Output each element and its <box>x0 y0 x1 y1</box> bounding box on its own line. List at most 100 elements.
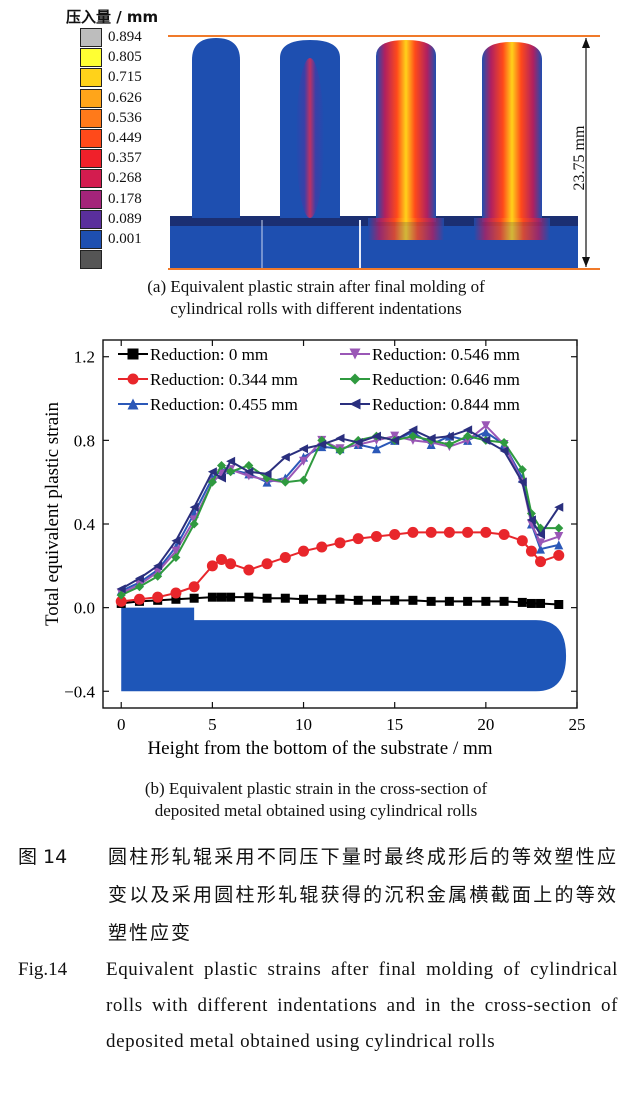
data-point <box>316 541 328 553</box>
data-point <box>349 398 361 410</box>
panel-b-caption-line2: deposited metal obtained using cylindric… <box>154 801 478 820</box>
chart-legend: Reduction: 0 mm Reduction: 0.344 mm Reduct… <box>118 345 520 414</box>
data-point <box>349 348 361 360</box>
figure-caption-chinese: 图 14 圆柱形轧辊采用不同压下量时最终成形后的等效塑性应变以及采用圆柱形轧辊获… <box>18 838 618 952</box>
colorbar-swatch <box>80 48 102 68</box>
x-tick-label: 0 <box>117 715 126 734</box>
data-point <box>517 465 527 475</box>
data-point <box>444 596 454 606</box>
data-point <box>536 598 546 608</box>
y-tick-label: 0.4 <box>74 515 96 534</box>
colorbar-swatch <box>80 209 102 229</box>
colorbar-label: 0.089 <box>108 210 142 227</box>
colorbar-swatch <box>80 189 102 209</box>
data-point <box>536 544 546 554</box>
data-point <box>217 473 226 483</box>
colorbar-label: 0.357 <box>108 150 142 167</box>
data-point <box>408 595 418 605</box>
data-point <box>317 594 327 604</box>
data-point <box>152 591 164 603</box>
data-point <box>206 560 218 572</box>
x-tick-label: 10 <box>295 715 312 734</box>
cross-section-silhouette <box>121 607 567 692</box>
data-point <box>370 531 382 543</box>
data-point <box>262 469 272 479</box>
data-point <box>407 526 419 538</box>
panel-a-caption-line2: cylindrical rolls with different indenta… <box>170 299 462 318</box>
x-tick-label: 20 <box>477 715 494 734</box>
x-tick-label: 25 <box>569 715 586 734</box>
data-point <box>279 551 291 563</box>
colorbar-title: 压入量 / mm <box>66 8 159 26</box>
colorbar-label: 0.894 <box>108 29 142 45</box>
data-point <box>189 502 199 512</box>
figure-caption-cn-text: 圆柱形轧辊采用不同压下量时最终成形后的等效塑性应变以及采用圆柱形轧辊获得的沉积金… <box>108 846 618 944</box>
data-point <box>536 538 546 548</box>
data-point <box>481 421 491 431</box>
data-point <box>226 467 236 477</box>
data-point <box>463 596 473 606</box>
data-point <box>133 593 145 605</box>
data-point <box>463 425 473 435</box>
colorbar-label: 0.268 <box>108 170 142 187</box>
colorbar-label: 0.715 <box>108 69 142 86</box>
panel-b-caption: (b) Equivalent plastic strain in the cro… <box>0 778 632 822</box>
data-point <box>463 431 473 441</box>
data-point <box>425 526 437 538</box>
y-tick-label: 0.0 <box>74 599 95 618</box>
data-point <box>134 573 144 583</box>
data-point <box>280 452 290 462</box>
dimension-label: 23.75 mm <box>571 125 588 191</box>
legend-label: Reduction: 0.844 mm <box>372 395 520 414</box>
data-point <box>444 431 454 441</box>
colorbar-swatch <box>80 108 102 128</box>
series-line <box>120 430 559 592</box>
data-point <box>389 528 401 540</box>
data-point <box>280 593 290 603</box>
data-point <box>390 435 400 445</box>
data-point <box>349 373 361 385</box>
data-point <box>480 526 492 538</box>
y-tick-label: 0.8 <box>74 431 95 450</box>
data-point <box>171 552 181 562</box>
colorbar-label: 0.449 <box>108 130 142 146</box>
data-point <box>299 475 309 485</box>
series-line <box>120 435 559 596</box>
data-point <box>499 446 509 456</box>
data-point <box>371 595 381 605</box>
data-point <box>317 435 327 445</box>
data-point <box>116 590 126 600</box>
data-point <box>153 561 163 571</box>
data-point <box>335 446 345 456</box>
data-point <box>553 549 565 561</box>
x-axis-label: Height from the bottom of the substrate … <box>147 738 492 759</box>
data-point <box>299 444 309 454</box>
y-tick-label: 1.2 <box>74 348 95 367</box>
cross-section-shape <box>121 607 567 692</box>
data-point <box>280 477 290 487</box>
data-point <box>127 373 139 385</box>
colorbar-swatch <box>80 149 102 169</box>
data-point <box>171 546 181 556</box>
data-point <box>426 433 436 443</box>
colorbar-swatch <box>80 169 102 189</box>
data-point <box>127 398 139 410</box>
data-point <box>115 595 127 607</box>
data-point <box>499 596 509 606</box>
data-point <box>243 564 255 576</box>
data-point <box>554 540 564 550</box>
data-point <box>554 523 564 533</box>
data-point <box>188 581 200 593</box>
data-point <box>517 597 527 607</box>
data-point <box>554 532 564 542</box>
legend-label: Reduction: 0.344 mm <box>150 370 298 389</box>
series-1 <box>115 526 565 607</box>
data-point <box>170 587 182 599</box>
colorbar-label: 0.536 <box>108 109 142 126</box>
data-point <box>244 460 254 470</box>
data-point <box>207 592 217 602</box>
data-point <box>426 596 436 606</box>
data-point <box>207 467 217 477</box>
data-point <box>526 515 536 525</box>
data-point <box>526 598 536 608</box>
